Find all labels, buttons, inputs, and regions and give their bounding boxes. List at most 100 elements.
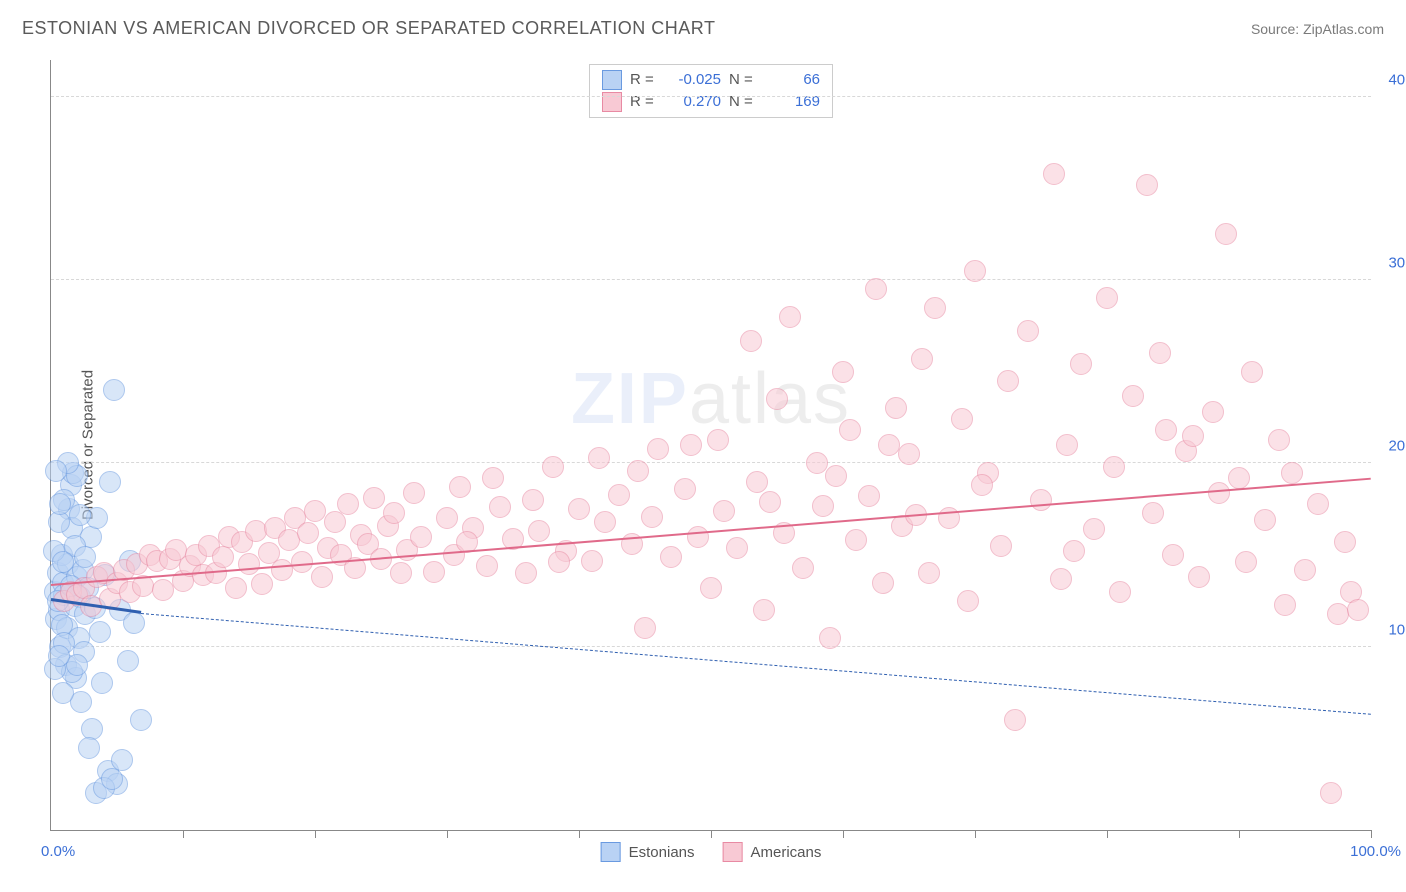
data-point [1109,581,1131,603]
data-point [1327,603,1349,625]
data-point [522,489,544,511]
x-tick [315,830,316,838]
data-point [52,551,74,573]
data-point [528,520,550,542]
x-axis-min-label: 0.0% [41,843,75,860]
legend-n-label: N = [729,91,757,113]
data-point [1235,551,1257,573]
data-point [746,471,768,493]
legend-n-label: N = [729,69,757,91]
chart-header: ESTONIAN VS AMERICAN DIVORCED OR SEPARAT… [22,18,1384,39]
data-point [49,493,71,515]
data-point [1063,540,1085,562]
data-point [819,627,841,649]
data-point [1056,434,1078,456]
data-point [1043,163,1065,185]
gridline [51,462,1371,463]
data-point [482,467,504,489]
data-point [1136,174,1158,196]
data-point [680,434,702,456]
data-point [812,495,834,517]
gridline [51,646,1371,647]
data-point [1030,489,1052,511]
data-point [117,650,139,672]
data-point [647,438,669,460]
data-point [101,768,123,790]
data-point [476,555,498,577]
data-point [964,260,986,282]
legend-r-value: -0.025 [666,69,721,91]
legend-item: Americans [723,842,822,862]
y-tick-label: 20.0% [1388,438,1406,455]
data-point [740,330,762,352]
x-tick [183,830,184,838]
data-point [1017,320,1039,342]
data-point [951,408,973,430]
data-point [641,506,663,528]
data-point [957,590,979,612]
x-tick [579,830,580,838]
data-point [1142,502,1164,524]
legend-swatch [602,70,622,90]
data-point [1096,287,1118,309]
data-point [971,474,993,496]
data-point [878,434,900,456]
data-point [779,306,801,328]
data-point [1307,493,1329,515]
data-point [1004,709,1026,731]
data-point [627,460,649,482]
data-point [825,465,847,487]
data-point [1215,223,1237,245]
data-point [1241,361,1263,383]
x-tick [1239,830,1240,838]
regression-line [141,613,1371,715]
data-point [89,621,111,643]
x-tick [447,830,448,838]
data-point [91,672,113,694]
legend-row: R =-0.025N =66 [602,69,820,91]
data-point [548,551,570,573]
data-point [212,546,234,568]
x-tick [1107,830,1108,838]
data-point [1155,419,1177,441]
legend-swatch [723,842,743,862]
data-point [608,484,630,506]
legend-label: Americans [751,844,822,861]
data-point [1294,559,1316,581]
y-axis-title: Divorced or Separated [80,370,97,520]
data-point [766,388,788,410]
watermark: ZIPatlas [571,358,851,440]
y-tick-label: 30.0% [1388,255,1406,272]
legend-n-value: 66 [765,69,820,91]
x-axis-max-label: 100.0% [1350,843,1401,860]
data-point [1149,342,1171,364]
data-point [1162,544,1184,566]
data-point [337,493,359,515]
x-tick [711,830,712,838]
data-point [123,612,145,634]
data-point [858,485,880,507]
scatter-plot: Divorced or Separated ZIPatlas 0.0% 100.… [50,60,1371,831]
data-point [423,561,445,583]
data-point [581,550,603,572]
data-point [45,460,67,482]
data-point [52,682,74,704]
data-point [634,617,656,639]
data-point [898,443,920,465]
data-point [324,511,346,533]
data-point [383,502,405,524]
legend-swatch [601,842,621,862]
data-point [515,562,537,584]
data-point [997,370,1019,392]
data-point [78,737,100,759]
data-point [872,572,894,594]
data-point [832,361,854,383]
data-point [1347,599,1369,621]
data-point [271,559,293,581]
data-point [687,526,709,548]
series-legend: EstoniansAmericans [601,842,822,862]
data-point [1274,594,1296,616]
data-point [845,529,867,551]
data-point [568,498,590,520]
data-point [1254,509,1276,531]
